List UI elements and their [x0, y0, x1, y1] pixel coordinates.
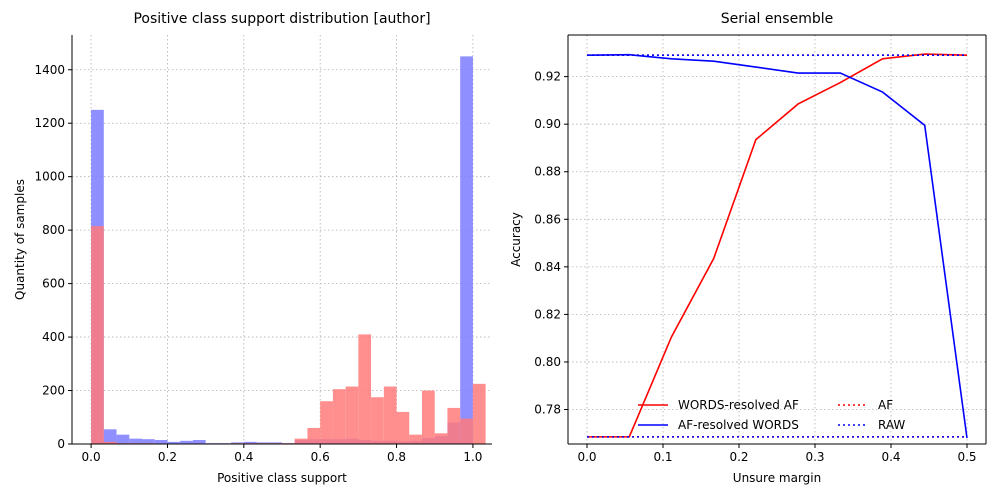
y-tick-label: 200 — [42, 384, 65, 398]
histogram-bar — [192, 439, 206, 444]
histogram-bar — [294, 438, 308, 444]
histogram-bar — [116, 434, 130, 444]
x-tick-label: 0.8 — [387, 450, 406, 464]
series-line — [586, 53, 968, 439]
histogram-panel: 0.0 0.2 0.4 0.6 0.8 1.0 0 200 400 600 800 1000 1200 1… — [13, 11, 492, 485]
chart-title: Serial ensemble — [721, 11, 834, 27]
y-tick-label: 600 — [42, 277, 65, 291]
histogram-bar — [396, 411, 410, 444]
histogram-bar — [167, 441, 181, 444]
y-tick-label: 0.82 — [534, 307, 561, 321]
histogram-bar — [383, 386, 397, 444]
x-tick-label: 0.0 — [577, 450, 596, 464]
x-tick-label: 0.6 — [311, 450, 330, 464]
legend-label: AF-resolved WORDS — [678, 418, 799, 432]
y-axis-label: Quantity of samples — [13, 179, 27, 300]
x-tick-label: 0.2 — [729, 450, 748, 464]
x-tick-label: 0.0 — [82, 450, 101, 464]
legend: WORDS-resolved AF AF-resolved WORDS AF RAW — [638, 398, 905, 432]
x-axis-label: Unsure margin — [733, 471, 821, 485]
x-tick-label: 0.1 — [653, 450, 672, 464]
y-tick-label: 0.80 — [534, 355, 561, 369]
histogram-bar — [129, 438, 142, 444]
x-tick-label: 0.4 — [234, 450, 253, 464]
histogram-bar — [472, 383, 486, 444]
chart-title: Positive class support distribution [aut… — [133, 11, 430, 27]
y-tick-label: 0.88 — [534, 165, 561, 179]
histogram-bar — [371, 397, 384, 444]
histogram-bar — [460, 56, 473, 444]
y-tick-label: 1400 — [34, 63, 65, 77]
y-tick-label: 1200 — [34, 116, 65, 130]
histogram-bar — [103, 441, 117, 444]
x-tick-label: 0.2 — [158, 450, 177, 464]
y-tick-label: 0.92 — [534, 70, 561, 84]
y-tick-label: 0.90 — [534, 117, 561, 131]
y-tick-label: 0.78 — [534, 403, 561, 417]
histogram-bar — [180, 440, 193, 444]
y-axis-label: Accuracy — [509, 212, 523, 267]
y-tick-label: 400 — [42, 330, 65, 344]
legend-label: AF — [878, 398, 893, 412]
y-tick-label: 0.86 — [534, 212, 561, 226]
histogram-bar — [332, 389, 346, 444]
histogram-bar — [307, 427, 321, 444]
histogram-bar — [345, 386, 359, 444]
histogram-bar — [154, 439, 168, 444]
x-tick-label: 0.5 — [957, 450, 976, 464]
histogram-bar — [409, 434, 422, 444]
line-chart-panel: 0.0 0.1 0.2 0.3 0.4 0.5 0.78 0.80 0.82 0.84 0.86 0.… — [509, 11, 987, 485]
series-line — [587, 53, 968, 438]
x-tick-label: 0.4 — [881, 450, 900, 464]
x-tick-label: 0.3 — [805, 450, 824, 464]
legend-label: WORDS-resolved AF — [678, 398, 799, 412]
y-tick-label: 0.84 — [534, 260, 561, 274]
histogram-bar — [422, 390, 435, 444]
histogram-bar — [434, 433, 448, 444]
histogram-bar — [358, 334, 372, 444]
x-axis-label: Positive class support — [217, 471, 347, 485]
x-tick-label: 1.0 — [463, 450, 482, 464]
y-tick-label: 800 — [42, 223, 65, 237]
histogram-bar — [447, 407, 461, 444]
histogram-bar — [103, 429, 117, 444]
histogram-bar — [320, 401, 333, 444]
histogram-bar — [91, 226, 104, 444]
histogram-bar — [460, 418, 473, 444]
y-tick-label: 1000 — [34, 170, 65, 184]
y-tick-label: 0 — [57, 437, 65, 451]
legend-label: RAW — [878, 418, 905, 432]
histogram-bar — [243, 441, 257, 444]
histogram-bar — [141, 439, 155, 444]
